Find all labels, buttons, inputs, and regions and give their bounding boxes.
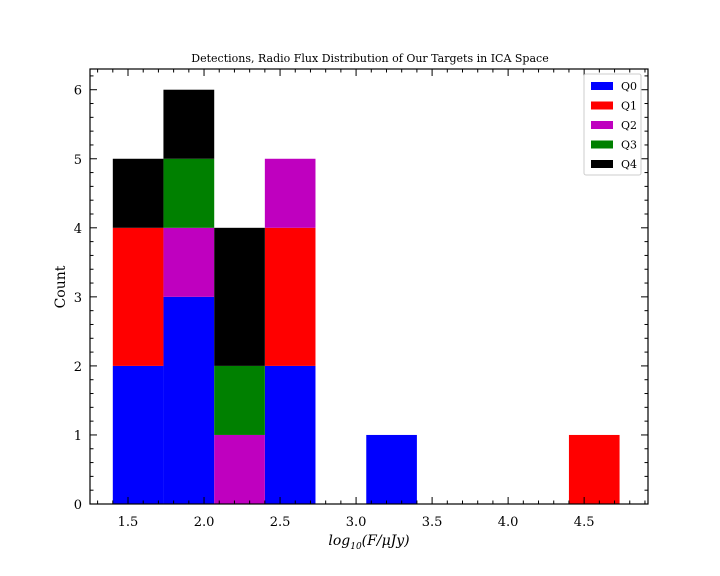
bar-q1-bin-0 [112,227,164,366]
bar-q2-bin-1 [163,227,215,297]
y-axis-label: Count [53,265,69,308]
bar-q0-bin-5 [366,434,417,504]
bar-q2-bin-3 [264,158,316,228]
y-tick-label: 1 [74,429,82,444]
x-tick-label: 2.0 [194,515,215,530]
y-tick-label: 5 [74,153,82,168]
y-tick-label: 3 [74,291,82,306]
x-tick-label: 4.5 [574,515,595,530]
bar-q1-bin-9 [568,434,620,504]
bar-q4-bin-1 [163,89,215,159]
y-tick-label: 2 [74,360,82,375]
bar-q2-bin-2 [214,434,265,504]
bar-q0-bin-3 [264,365,316,504]
bar-q4-bin-2 [214,227,265,366]
x-tick-label: 2.5 [270,515,291,530]
bar-q3-bin-1 [163,158,215,228]
bar-q0-bin-1 [163,296,215,504]
plot-frame [89,68,649,505]
bar-q0-bin-0 [112,365,164,504]
bar-q1-bin-3 [264,227,316,366]
x-tick-label: 4.0 [498,515,519,530]
legend-label-q0: Q0 [621,80,637,93]
legend-swatch-q2 [591,121,613,129]
legend-swatch-q3 [591,140,613,149]
legend: Q0 Q1 Q2 Q3 Q4 [583,73,642,176]
chart-title: Detections, Radio Flux Distribution of O… [191,52,548,65]
bar-q4-bin-0 [112,158,164,228]
legend-swatch-q1 [591,101,613,110]
x-tick-label: 3.0 [346,515,367,530]
ticks-group: 1.5 2.0 2.5 3.0 3.5 4.0 4.5 0 1 2 3 4 5 6 [74,69,648,530]
legend-label-q2: Q2 [621,119,637,132]
y-tick-label: 4 [74,222,82,237]
bars-group [112,89,620,504]
y-tick-label: 0 [74,498,82,513]
legend-swatch-q4 [591,160,613,168]
legend-label-q4: Q4 [621,158,637,171]
x-axis-label: log10(F/μJy) [328,533,409,552]
legend-label-q1: Q1 [621,100,637,113]
legend-swatch-q0 [591,82,613,90]
bar-q3-bin-2 [214,365,265,435]
x-tick-label: 1.5 [118,515,139,530]
x-tick-label: 3.5 [422,515,443,530]
y-tick-label: 6 [74,84,82,99]
legend-label-q3: Q3 [621,139,637,152]
